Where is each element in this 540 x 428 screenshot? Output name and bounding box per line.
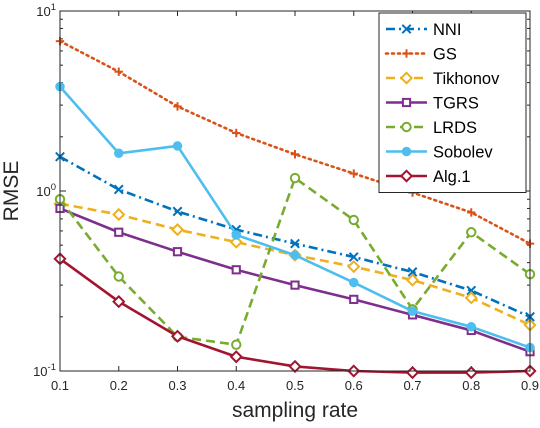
data-point-gs xyxy=(467,208,476,217)
data-point-nni xyxy=(407,267,418,277)
x-tick-label: 0.1 xyxy=(51,378,69,393)
data-point-tgrs xyxy=(349,294,359,304)
data-point-sobolev xyxy=(407,306,418,316)
series-line-gs xyxy=(58,39,532,245)
data-point-sobolev xyxy=(290,250,300,260)
data-point-nni xyxy=(113,184,124,195)
data-point-lrds xyxy=(466,227,477,238)
data-point-nni-stroke xyxy=(407,267,418,277)
data-point-gs xyxy=(114,67,123,76)
data-point-lrds xyxy=(289,172,301,184)
y-tick-label: 10-1 xyxy=(33,362,56,379)
data-point-nni-stroke xyxy=(466,285,477,296)
legend-marker-alg-1 xyxy=(399,169,414,183)
legend-entry-sobolev: Sobolev xyxy=(386,144,493,162)
x-axis-label: sampling rate xyxy=(232,399,358,422)
data-point-nni-stroke xyxy=(113,184,124,195)
legend-entry-lrds: LRDS xyxy=(386,119,477,137)
data-point-nni xyxy=(466,285,477,296)
data-point-lrds xyxy=(231,339,242,350)
y-tick-exponent: -1 xyxy=(48,362,56,373)
data-point-sobolev xyxy=(466,322,476,332)
data-point-tikhonov xyxy=(464,291,478,305)
legend-marker-nni xyxy=(401,24,412,34)
legend-label-tikhonov: Tikhonov xyxy=(433,70,500,88)
series-alg-1 xyxy=(53,252,537,380)
y-tick-base: 10 xyxy=(33,364,47,379)
legend-label-alg-1: Alg.1 xyxy=(433,168,471,186)
data-point-tikhonov xyxy=(170,223,185,237)
legend-entry-tikhonov: Tikhonov xyxy=(386,70,500,88)
legend-label-lrds: LRDS xyxy=(433,119,477,137)
legend-marker-tgrs xyxy=(401,97,412,108)
data-point-alg-1 xyxy=(229,350,243,364)
x-tick-label: 0.3 xyxy=(168,378,186,393)
legend-entry-nni: NNI xyxy=(386,21,461,39)
plot-frame xyxy=(59,10,531,372)
data-point-tikhonov xyxy=(405,273,420,287)
legend-label-tgrs: TGRS xyxy=(433,95,479,113)
data-point-lrds xyxy=(348,214,359,226)
x-tick-label: 0.6 xyxy=(345,378,363,393)
x-tick-label: 0.2 xyxy=(110,378,128,393)
legend-entry-gs: GS xyxy=(384,46,457,64)
data-point-sobolev xyxy=(172,141,183,151)
data-point-lrds xyxy=(113,271,124,282)
data-point-gs xyxy=(290,150,300,159)
data-point-nni-stroke xyxy=(290,238,300,249)
data-point-alg-1 xyxy=(288,359,302,374)
y-tick-label: 100 xyxy=(36,182,56,199)
legend-marker-lrds xyxy=(401,121,412,133)
x-tick-label: 0.5 xyxy=(286,378,304,393)
data-point-nni xyxy=(348,252,359,262)
data-point-tgrs xyxy=(231,265,241,275)
legend-entry-alg-1: Alg.1 xyxy=(386,168,471,186)
data-point-gs xyxy=(349,169,358,178)
y-axis-label: RMSE xyxy=(0,161,23,222)
data-point-alg-1 xyxy=(112,294,126,309)
x-tick-label: 0.9 xyxy=(521,378,539,393)
data-point-sobolev xyxy=(349,277,359,288)
y-tick-base: 10 xyxy=(36,184,50,199)
legend-entry-tgrs: TGRS xyxy=(386,95,479,113)
series-line-lrds xyxy=(58,176,531,347)
data-point-nni-stroke xyxy=(348,252,359,262)
data-point-gs xyxy=(173,102,182,111)
x-tick-label: 0.8 xyxy=(462,378,480,393)
data-point-alg-1 xyxy=(170,329,185,343)
y-tick-label: 101 xyxy=(36,2,56,19)
data-point-tgrs xyxy=(114,227,124,237)
x-tick-label: 0.7 xyxy=(403,378,421,393)
y-tick-exponent: 0 xyxy=(51,182,56,193)
y-tick-base: 10 xyxy=(36,4,50,19)
x-tick-label: 0.4 xyxy=(227,378,245,393)
data-point-gs xyxy=(232,128,241,138)
data-point-sobolev xyxy=(231,230,241,240)
legend-marker-gs xyxy=(402,49,411,58)
data-point-tikhonov xyxy=(112,207,126,222)
data-point-tikhonov xyxy=(347,260,361,274)
data-point-tikhonov xyxy=(229,235,243,249)
data-point-nni-stroke xyxy=(172,206,183,217)
data-point-nni xyxy=(172,206,183,217)
data-point-tgrs xyxy=(290,280,300,290)
data-point-tgrs xyxy=(172,247,183,257)
y-tick-exponent: 1 xyxy=(51,2,56,13)
data-point-sobolev xyxy=(114,148,124,159)
legend: NNI GS Tikhonov TGRS LRDS Sobolev Alg.1 xyxy=(378,12,527,193)
legend-marker-tikhonov xyxy=(399,71,414,85)
legend-marker-nni-stroke xyxy=(401,24,412,34)
legend-label-gs: GS xyxy=(433,46,457,64)
legend-label-sobolev: Sobolev xyxy=(433,144,493,162)
legend-label-nni: NNI xyxy=(433,21,461,39)
legend-marker-sobolev xyxy=(401,146,412,157)
data-point-nni xyxy=(290,238,300,249)
